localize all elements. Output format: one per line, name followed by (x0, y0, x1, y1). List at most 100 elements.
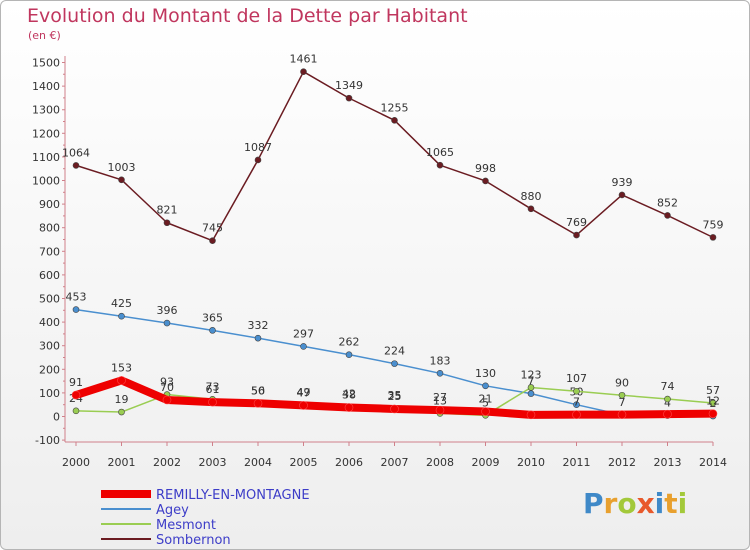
data-point (573, 231, 580, 239)
data-label: 70 (160, 381, 174, 394)
data-label: 262 (339, 336, 360, 349)
chart-subtitle: (en €) (28, 29, 61, 42)
data-label: 27 (433, 391, 447, 404)
data-label: 880 (521, 190, 542, 203)
x-tick-label: 2002 (153, 456, 181, 469)
data-label: 7 (619, 396, 626, 409)
data-point (709, 234, 717, 241)
legend-label: Mesmont (156, 518, 216, 533)
x-tick-label: 2004 (244, 456, 272, 469)
data-point (573, 401, 580, 409)
data-point (163, 319, 171, 327)
data-label: 5 (482, 396, 489, 409)
data-label: 61 (206, 383, 220, 396)
data-label: 47 (297, 386, 311, 399)
data-point (344, 403, 354, 412)
data-point (72, 407, 80, 415)
data-label: 42 (342, 388, 356, 401)
data-label: 7 (573, 396, 580, 409)
data-label: 453 (66, 291, 87, 304)
y-tick-label: 1000 (32, 175, 60, 188)
x-tick-label: 2007 (381, 456, 409, 469)
y-tick-label: 400 (39, 316, 60, 329)
x-tick-label: 2009 (472, 456, 500, 469)
y-tick-label: 800 (39, 222, 60, 235)
data-label: 35 (388, 389, 402, 402)
data-point (299, 401, 308, 410)
data-label: 153 (111, 361, 132, 374)
legend-label: Sombernon (156, 533, 231, 548)
data-label: 1349 (335, 79, 363, 92)
data-point (71, 390, 81, 400)
data-label: 25 (388, 390, 402, 403)
proxiti-logo: Proxiti (583, 487, 688, 520)
x-tick-label: 2005 (290, 456, 318, 469)
data-point (482, 177, 489, 185)
y-tick-label: 100 (39, 387, 60, 400)
data-label: 49 (297, 386, 311, 399)
data-point (72, 162, 80, 169)
y-tick-label: -100 (35, 434, 60, 447)
y-tick-label: 500 (39, 293, 60, 306)
data-label: 130 (475, 367, 496, 380)
data-point (345, 94, 353, 102)
data-label: 1087 (244, 141, 272, 154)
data-label: 365 (202, 311, 223, 324)
data-label: 769 (566, 216, 587, 229)
data-point (300, 68, 307, 76)
data-point (709, 399, 717, 407)
data-point (663, 409, 672, 419)
y-tick-label: 200 (39, 363, 60, 376)
data-point (436, 370, 444, 377)
x-tick-label: 2008 (426, 456, 454, 469)
data-point (163, 219, 171, 227)
data-label: 38 (342, 389, 356, 402)
data-point (527, 205, 535, 213)
data-point (254, 156, 262, 164)
data-point (300, 343, 307, 350)
data-point (391, 360, 398, 367)
data-label: 224 (384, 345, 405, 358)
data-label: 939 (612, 176, 633, 189)
y-tick-label: 700 (39, 245, 60, 258)
data-label: 759 (703, 218, 724, 231)
data-label: 56 (251, 384, 265, 397)
x-tick-label: 2006 (335, 456, 363, 469)
data-point (664, 212, 671, 219)
data-point (573, 387, 580, 395)
data-label: 297 (293, 327, 314, 340)
data-point (117, 376, 126, 385)
data-label: 19 (115, 393, 129, 406)
data-label: 821 (157, 204, 178, 217)
y-tick-label: 0 (53, 411, 60, 424)
y-tick-label: 1500 (32, 57, 60, 70)
legend-label: Agey (156, 503, 189, 518)
data-point (527, 390, 535, 397)
data-point (72, 306, 80, 313)
data-label: 73 (206, 380, 220, 393)
x-tick-label: 2013 (654, 456, 682, 469)
data-label: 1064 (62, 146, 90, 159)
x-tick-label: 2003 (199, 456, 227, 469)
data-label: 396 (157, 304, 178, 317)
data-label: 425 (111, 297, 132, 310)
data-label: 93 (160, 376, 174, 389)
data-point (209, 237, 216, 244)
data-label: 74 (661, 380, 675, 393)
legend-label: REMILLY-EN-MONTAGNE (156, 488, 310, 503)
data-label: 90 (615, 376, 629, 389)
data-label: 13 (433, 394, 447, 407)
y-tick-label: 1100 (32, 151, 60, 164)
data-point (482, 382, 489, 390)
x-tick-label: 2014 (699, 456, 727, 469)
data-label: 745 (202, 222, 223, 235)
data-label: 91 (69, 376, 83, 389)
data-point (435, 405, 445, 415)
data-label: 21 (479, 393, 493, 406)
y-tick-label: 300 (39, 340, 60, 353)
data-label: 1065 (426, 146, 454, 159)
data-label: 1461 (290, 53, 318, 66)
data-point (572, 410, 581, 419)
data-point (345, 351, 353, 358)
